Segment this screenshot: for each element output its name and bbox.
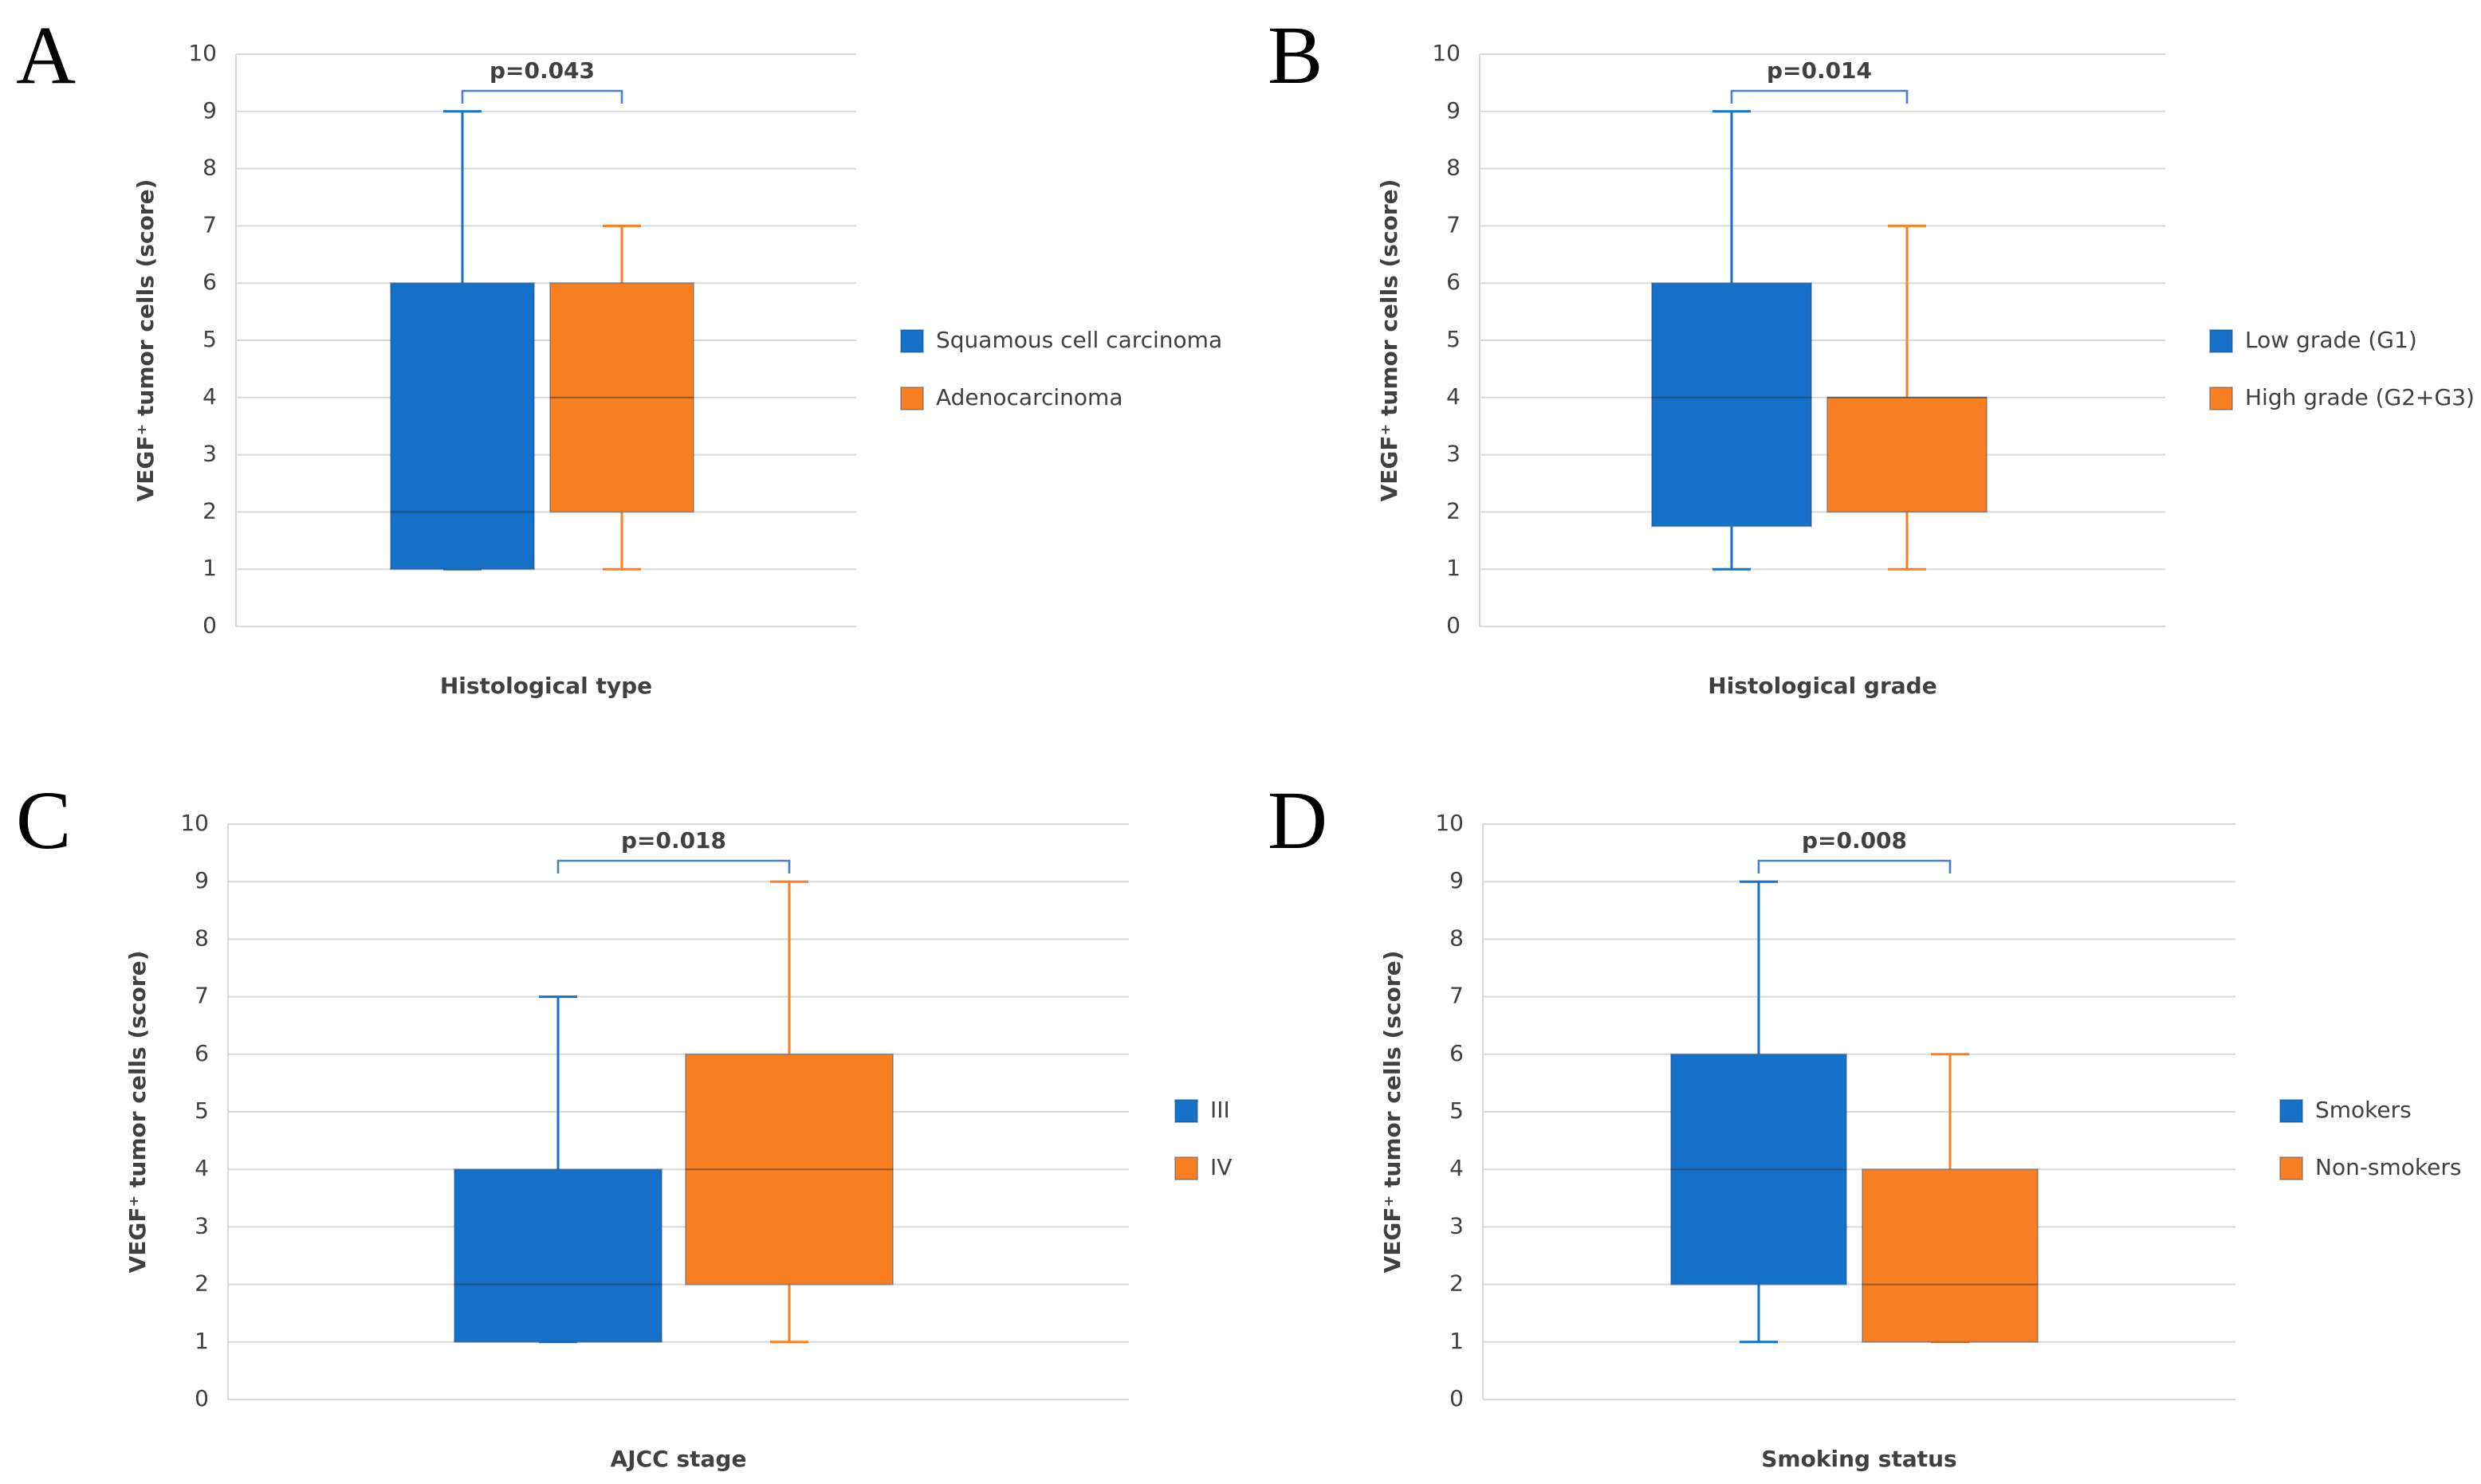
y-tick-label: 8	[195, 925, 209, 951]
y-tick-label: 8	[1449, 925, 1464, 951]
y-tick-label: 10	[180, 810, 209, 836]
y-tick-label: 7	[195, 983, 209, 1009]
y-axis-label: VEGF⁺ tumor cells (score)	[1376, 179, 1402, 502]
y-tick-label: 1	[1446, 555, 1461, 581]
legend-swatch	[2279, 1156, 2303, 1180]
significance-bracket	[461, 89, 623, 104]
y-tick-label: 4	[1446, 383, 1461, 410]
y-tick-label: 9	[1446, 97, 1461, 124]
panel-letter: A	[16, 10, 76, 101]
p-value: p=0.043	[490, 57, 595, 84]
box	[454, 1168, 663, 1343]
box	[1826, 396, 1988, 513]
y-tick-label: 1	[202, 555, 217, 581]
legend-swatch	[900, 387, 924, 410]
y-tick-label: 3	[1446, 441, 1461, 467]
legend-swatch	[1174, 1099, 1198, 1123]
y-axis-label: VEGF⁺ tumor cells (score)	[132, 179, 159, 502]
significance-bracket	[1757, 859, 1952, 874]
y-tick-label: 7	[202, 211, 217, 238]
x-axis-label: Smoking status	[1761, 1446, 1956, 1472]
y-tick-label: 5	[202, 326, 217, 352]
y-tick-label: 1	[195, 1328, 209, 1354]
y-tick-label: 7	[1446, 211, 1461, 238]
x-axis-label: Histological type	[440, 673, 652, 699]
y-tick-label: 6	[202, 269, 217, 295]
y-tick-label: 8	[202, 155, 217, 181]
p-value: p=0.018	[621, 827, 726, 854]
y-tick-label: 9	[202, 97, 217, 124]
p-value: p=0.014	[1767, 57, 1872, 84]
y-tick-label: 5	[195, 1097, 209, 1124]
y-tick-label: 3	[202, 441, 217, 467]
box	[1651, 282, 1812, 528]
x-axis-label: Histological grade	[1708, 673, 1936, 699]
legend-label: IV	[1210, 1154, 1232, 1180]
legend-swatch	[1174, 1156, 1198, 1180]
significance-bracket	[1730, 89, 1909, 104]
panel-letter: B	[1268, 10, 1323, 101]
y-tick-label: 9	[1449, 867, 1464, 893]
y-tick-label: 0	[195, 1385, 209, 1411]
y-tick-label: 2	[1446, 497, 1461, 524]
y-tick-label: 0	[1446, 612, 1461, 638]
y-tick-label: 4	[1449, 1155, 1464, 1181]
y-tick-label: 0	[1449, 1385, 1464, 1411]
y-tick-label: 4	[202, 383, 217, 410]
panel-letter: D	[1268, 775, 1327, 866]
y-tick-label: 7	[1449, 983, 1464, 1009]
y-tick-label: 9	[195, 867, 209, 893]
y-tick-label: 10	[1435, 810, 1464, 836]
box	[1862, 1168, 2039, 1343]
legend-label: III	[1210, 1097, 1230, 1123]
y-tick-label: 2	[195, 1270, 209, 1297]
x-axis-label: AJCC stage	[611, 1446, 747, 1472]
legend-swatch	[900, 329, 924, 353]
y-tick-label: 3	[1449, 1212, 1464, 1239]
y-tick-label: 1	[1449, 1328, 1464, 1354]
legend-label: Squamous cell carcinoma	[936, 327, 1222, 353]
legend-label: Adenocarcinoma	[936, 384, 1123, 410]
legend-label: Low grade (G1)	[2245, 327, 2417, 353]
y-tick-label: 8	[1446, 155, 1461, 181]
legend-swatch	[2209, 387, 2233, 410]
legend-label: High grade (G2+G3)	[2245, 384, 2475, 410]
y-tick-label: 6	[1446, 269, 1461, 295]
y-tick-label: 3	[195, 1212, 209, 1239]
box	[390, 282, 535, 571]
y-tick-label: 2	[202, 497, 217, 524]
panel-letter: C	[16, 775, 71, 866]
legend-label: Non-smokers	[2315, 1154, 2461, 1180]
y-tick-label: 6	[195, 1040, 209, 1066]
legend-swatch	[2279, 1099, 2303, 1123]
legend-label: Smokers	[2315, 1097, 2412, 1123]
y-tick-label: 10	[188, 40, 217, 66]
y-tick-label: 2	[1449, 1270, 1464, 1297]
significance-bracket	[556, 859, 791, 874]
p-value: p=0.008	[1802, 827, 1907, 854]
y-axis-label: VEGF⁺ tumor cells (score)	[124, 951, 151, 1274]
y-tick-label: 5	[1449, 1097, 1464, 1124]
y-tick-label: 10	[1432, 40, 1461, 66]
y-axis-label: VEGF⁺ tumor cells (score)	[1379, 951, 1406, 1274]
y-tick-label: 6	[1449, 1040, 1464, 1066]
legend-swatch	[2209, 329, 2233, 353]
y-tick-label: 4	[195, 1155, 209, 1181]
y-tick-label: 0	[202, 612, 217, 638]
y-tick-label: 5	[1446, 326, 1461, 352]
